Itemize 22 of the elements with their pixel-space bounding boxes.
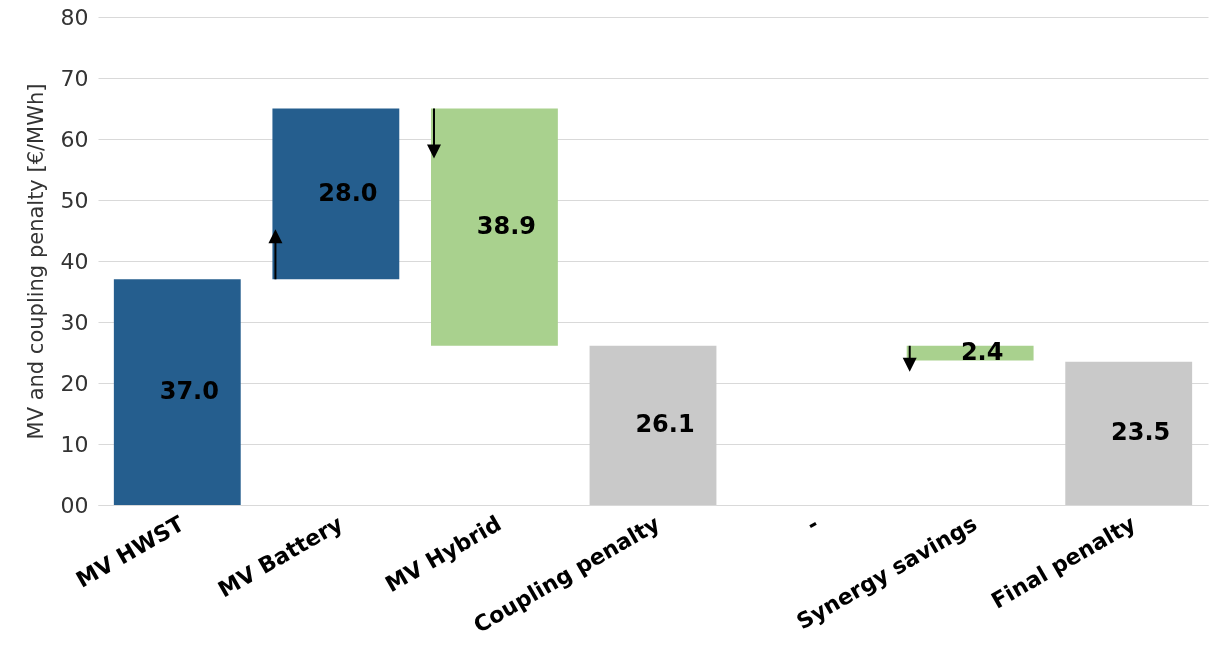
data-label: 38.9 <box>476 212 537 241</box>
y-axis-title: MV and coupling penalty [€/MWh] <box>23 83 48 440</box>
data-label: 2.4 <box>960 338 1004 367</box>
bar <box>589 345 717 505</box>
y-tick-label: 10 <box>60 431 89 457</box>
bar <box>431 108 558 346</box>
y-tick-label: 40 <box>60 248 89 274</box>
y-tick-label: 30 <box>60 309 89 335</box>
bar <box>1065 361 1193 505</box>
y-tick-label: 70 <box>60 65 89 91</box>
data-label: 37.0 <box>159 377 219 406</box>
bar <box>113 279 241 505</box>
bar <box>272 108 400 280</box>
y-tick-label: 60 <box>60 126 89 152</box>
data-label: 23.5 <box>1111 418 1171 447</box>
data-label: 26.1 <box>635 410 695 439</box>
y-tick-label: 20 <box>60 370 89 396</box>
data-label: 28.0 <box>318 178 378 207</box>
y-tick-label: 80 <box>60 4 89 30</box>
y-tick-label: 50 <box>60 187 89 213</box>
y-tick-label: 00 <box>60 492 89 518</box>
x-tick-label: - <box>802 510 823 538</box>
